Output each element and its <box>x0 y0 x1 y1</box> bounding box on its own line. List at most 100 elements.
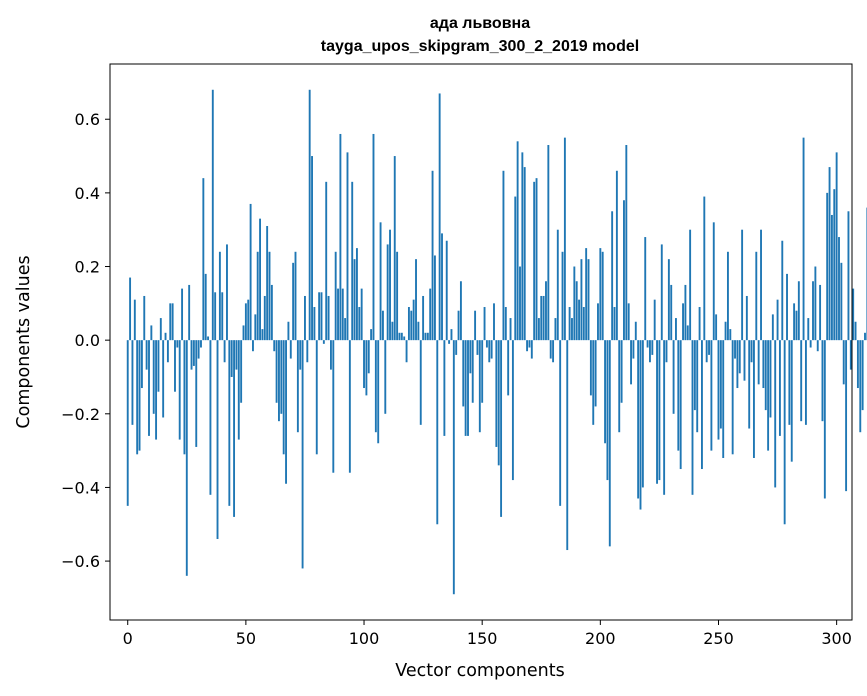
bar <box>738 340 741 374</box>
bar <box>152 340 155 414</box>
bar <box>223 340 226 363</box>
bar <box>233 340 236 517</box>
bar <box>488 340 491 363</box>
bar <box>497 340 500 466</box>
bar <box>214 292 217 341</box>
bar <box>864 332 866 341</box>
bar <box>604 340 607 444</box>
bar <box>812 281 814 341</box>
bar <box>287 321 290 341</box>
bar <box>826 192 829 341</box>
bar <box>698 307 701 341</box>
bar <box>280 340 283 414</box>
bar <box>348 340 351 473</box>
x-axis-ticks: 0 50 100 150 200 250 300 <box>123 620 852 648</box>
bar <box>833 189 836 341</box>
bar <box>159 318 162 341</box>
bar <box>459 281 462 341</box>
bar <box>755 251 758 341</box>
bar <box>363 340 365 389</box>
bar <box>566 340 569 551</box>
bar <box>528 340 531 348</box>
bar <box>138 340 141 451</box>
bar <box>301 340 304 569</box>
bar <box>625 145 628 341</box>
bar <box>322 340 325 344</box>
bar <box>448 340 451 344</box>
bar <box>752 340 755 458</box>
bar <box>677 340 680 451</box>
x-tick-label: 200 <box>585 629 616 648</box>
bar <box>611 211 614 341</box>
y-tick-label: 0.0 <box>75 331 100 350</box>
bar <box>327 295 330 341</box>
bar <box>757 340 760 385</box>
bar <box>386 244 389 341</box>
bar <box>708 340 710 355</box>
bar <box>788 340 791 425</box>
bar <box>781 240 784 341</box>
bar <box>665 340 668 363</box>
bar <box>318 292 321 341</box>
bar <box>597 303 599 341</box>
bar <box>783 340 786 525</box>
bar <box>769 340 772 418</box>
bar <box>537 318 540 341</box>
bar <box>495 340 498 447</box>
bar <box>722 340 725 458</box>
bar <box>821 340 824 422</box>
bar <box>675 318 677 341</box>
bar <box>658 340 661 481</box>
bar <box>743 340 746 381</box>
bar <box>410 310 413 341</box>
bar <box>294 251 297 341</box>
bar <box>608 340 611 547</box>
bar <box>393 156 396 341</box>
y-tick-label: −0.4 <box>61 478 100 497</box>
x-tick-label: 0 <box>123 629 133 648</box>
bar <box>545 281 547 341</box>
bar <box>398 332 401 341</box>
bar <box>726 251 729 341</box>
bar <box>126 340 129 506</box>
bar <box>337 288 339 341</box>
bar <box>530 340 533 359</box>
bar <box>391 321 394 341</box>
bar <box>760 229 762 341</box>
bar <box>689 229 692 341</box>
bar <box>559 340 562 506</box>
bar <box>585 248 588 341</box>
bar <box>703 196 706 341</box>
bar <box>823 340 826 499</box>
bar <box>344 318 347 341</box>
bar <box>178 340 181 440</box>
bar <box>750 340 753 363</box>
chart-title: ада львовна <box>430 15 530 32</box>
bar <box>136 340 139 455</box>
bar <box>717 340 720 440</box>
bar <box>185 340 188 576</box>
bar <box>299 340 302 370</box>
bar <box>244 303 247 341</box>
bar <box>776 299 779 341</box>
bar <box>218 251 221 341</box>
bar <box>693 340 696 411</box>
bar <box>516 141 519 341</box>
bar <box>467 340 469 436</box>
bar <box>519 266 521 341</box>
bar <box>325 181 328 341</box>
bar <box>712 222 715 341</box>
bar <box>372 133 375 341</box>
bar <box>242 325 245 341</box>
bar <box>741 229 744 341</box>
bar <box>523 167 526 341</box>
bar <box>346 152 349 341</box>
bar <box>169 303 172 341</box>
bar <box>552 340 555 363</box>
bar <box>384 340 387 414</box>
bar <box>190 340 193 370</box>
bar <box>632 340 635 359</box>
bar <box>278 340 280 422</box>
bar <box>270 284 273 341</box>
bar <box>852 288 855 341</box>
